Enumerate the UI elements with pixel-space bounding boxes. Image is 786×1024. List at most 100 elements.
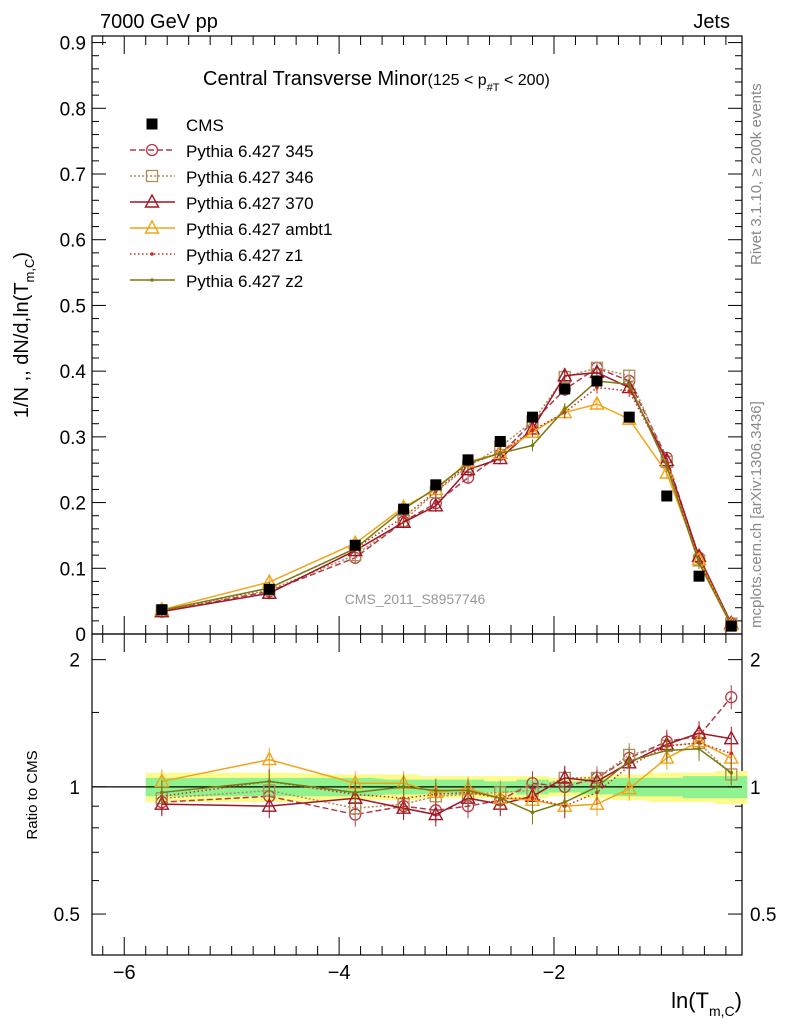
ratio-y-tick-label-right: 2 [750,651,761,672]
ratio-point [562,800,567,804]
ratio-point [428,806,444,821]
data-point [627,389,631,393]
ratio-point [466,788,470,793]
data-point [557,367,573,382]
ratio-point [160,790,164,795]
legend-label: Pythia 6.427 z2 [186,272,303,291]
ratio-y-tick-label: 0.5 [54,905,80,926]
legend-label: Pythia 6.427 346 [186,168,314,187]
legend-marker [144,193,160,208]
ratio-point [267,779,272,784]
ratio-series-5 [160,736,734,825]
x-axis-label-sub: m,C [709,1003,735,1019]
data-point [659,464,675,479]
data-point [428,497,444,512]
legend-marker [144,219,160,234]
cms-data-point [462,454,474,466]
legend-marker [150,252,154,256]
ratio-point [729,751,734,756]
data-point [530,428,535,433]
y-tick-label: 0.7 [60,165,86,186]
y-tick-label: 0.4 [60,362,87,383]
ratio-y-axis-label: Ratio to CMS [24,750,41,839]
ratio-point [261,797,277,812]
legend-marker [150,278,154,282]
series-line [161,403,732,626]
data-point [697,561,701,565]
ratio-point [664,748,669,753]
legend-label: Pythia 6.427 345 [186,142,314,161]
ratio-point [557,769,573,784]
series-line [161,367,732,624]
header-energy: 7000 GeV pp [100,11,218,33]
ratio-point [697,747,701,751]
ratio-point [627,759,631,764]
ratio-point [659,749,675,764]
data-point [627,382,631,387]
ratio-line [161,748,732,814]
main-y-axis-label-close: ) [11,252,33,259]
main-title-range-sub: #T [487,82,500,94]
cms-data-point [430,479,442,491]
data-point [498,451,503,456]
ratio-point [621,780,637,795]
mcplots-label: mcplots.cern.ch [arXiv:1306.3436] [748,401,765,628]
x-tick-label: −2 [543,962,566,984]
x-axis-label: ln(Tm,C) [671,988,742,1019]
data-point [492,450,508,465]
ratio-y-tick-label-right: 0.5 [750,905,776,926]
cms-data-point [398,503,410,515]
legend-label: Pythia 6.427 z1 [186,246,303,265]
series-line [161,380,732,626]
main-title-text: Central Transverse Minor [203,68,428,90]
ratio-y-tick-label-right: 1 [750,778,761,799]
ratio-point [434,788,438,793]
rivet-label: Rivet 3.1.10, ≥ 200k events [748,83,765,265]
data-point [401,515,406,519]
legend-label: Pythia 6.427 370 [186,194,314,213]
ratio-point [725,691,738,704]
legend-label: Pythia 6.427 ambt1 [186,220,332,239]
data-point [589,395,605,410]
cms-data-point [591,375,603,387]
legend-label-cms: CMS [186,116,224,135]
cms-data-point [693,570,705,582]
ratio-point [530,810,535,815]
main-title: Central Transverse Minor(125 < p#T < 200… [203,68,550,94]
cms-data-point [156,604,168,616]
ratio-point [154,795,170,810]
ratio-point [401,785,406,789]
x-tick-label: −4 [328,962,351,984]
y-tick-label: 0.8 [60,99,86,120]
data-point [460,461,476,476]
header-category: Jets [693,11,730,33]
data-point [664,464,669,469]
y-tick-label: 0.3 [60,428,86,449]
cms-data-point [661,490,673,502]
legend-marker [145,169,159,183]
analysis-watermark: CMS_2011_S8957746 [345,591,486,607]
y-tick-label: 0.6 [60,231,86,252]
y-tick-label: 0.2 [60,494,86,515]
cms-data-point [349,539,361,551]
ratio-point [353,790,358,795]
main-y-axis-label: 1/N ,, dN/d,ln(Tm,C) [11,252,37,418]
data-point [530,443,535,448]
main-title-range-close: < 200) [500,72,550,89]
data-point [524,423,541,438]
main-title-range: (125 < p [428,72,487,89]
ratio-point [595,785,599,789]
main-y-axis-label-text: 1/N ,, dN/d,ln(T [11,282,33,418]
x-axis-label-close: ) [735,988,742,1013]
series-line [161,371,732,624]
legend-marker-cms [146,118,158,130]
ratio-point [395,799,412,814]
x-axis-label-text: ln(T [671,988,709,1013]
ratio-point [729,770,734,775]
cms-series [156,375,737,632]
y-tick-label: 0.9 [60,34,86,55]
main-y-axis-label-sub: m,C [22,259,37,283]
cms-data-point [263,583,275,595]
ratio-line [161,742,732,807]
